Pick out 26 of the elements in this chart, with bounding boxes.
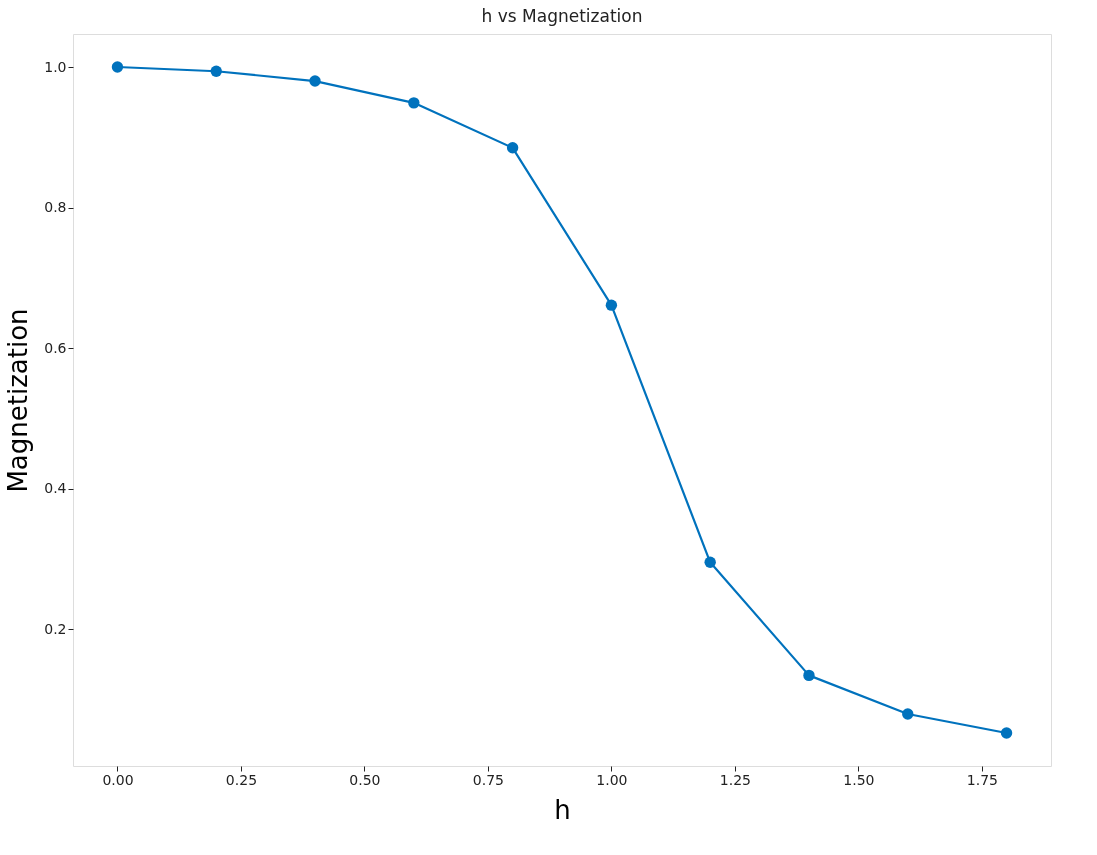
x-tick-label: 1.25 bbox=[719, 771, 751, 788]
point bbox=[1000, 727, 1013, 739]
point bbox=[605, 299, 618, 311]
point bbox=[408, 97, 420, 109]
y-tick-label: 1.0 bbox=[44, 58, 67, 75]
y-tick-label: 0.8 bbox=[44, 199, 67, 216]
x-tick-label: 0.00 bbox=[102, 771, 134, 788]
point bbox=[803, 669, 815, 682]
x-tick-label: 0.75 bbox=[472, 771, 504, 788]
y-axis-title: Magnetization bbox=[3, 308, 34, 493]
point bbox=[506, 142, 519, 154]
x-tick-label: 1.75 bbox=[966, 771, 998, 788]
x-tick-label: 1.00 bbox=[596, 771, 628, 788]
point bbox=[902, 708, 914, 720]
x-tick-label: 1.50 bbox=[843, 771, 875, 788]
point bbox=[704, 556, 716, 568]
point bbox=[111, 61, 124, 73]
point bbox=[309, 75, 321, 87]
y-tick-label: 0.2 bbox=[44, 620, 67, 637]
x-axis-title: h bbox=[554, 794, 571, 825]
point bbox=[210, 65, 222, 77]
x-tick-label: 0.50 bbox=[349, 771, 381, 788]
y-tick-label: 0.4 bbox=[44, 480, 67, 497]
x-tick-label: 0.25 bbox=[225, 771, 258, 788]
chart-title: h vs Magnetization bbox=[481, 6, 643, 26]
y-tick-label: 0.6 bbox=[44, 339, 67, 356]
